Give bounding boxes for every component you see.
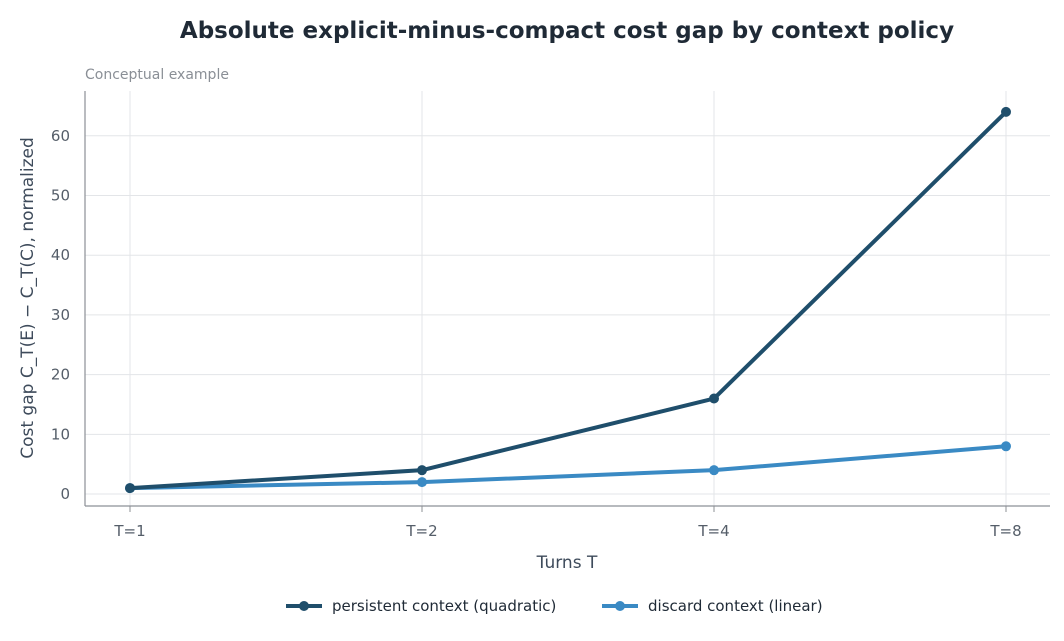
data-point	[125, 483, 135, 494]
data-point	[417, 477, 427, 488]
data-point	[709, 465, 719, 476]
x-tick-label: T=4	[697, 522, 729, 540]
y-tick-label: 0	[60, 485, 70, 503]
legend-swatch-marker	[299, 601, 309, 611]
tick-labels: 0 10 20 30 40 50 60 T=1 T=2 T=4 T=8	[51, 127, 1022, 540]
legend-label: discard context (linear)	[648, 597, 823, 615]
chart-subtitle: Conceptual example	[85, 67, 229, 83]
y-tick-label: 50	[51, 186, 70, 204]
y-tick-label: 10	[51, 425, 70, 443]
data-point	[709, 393, 719, 404]
series-line	[128, 444, 1008, 491]
legend-swatch-marker	[615, 601, 625, 611]
data-point	[417, 465, 427, 476]
y-tick-label: 20	[51, 366, 70, 384]
data-point	[1001, 106, 1011, 117]
x-axis-title: Turns T	[536, 553, 598, 573]
y-axis-title: Cost gap C_T(E) − C_T(C), normalized	[18, 137, 38, 459]
legend-item: discard context (linear)	[602, 597, 823, 615]
axes	[84, 91, 1050, 512]
x-tick-label: T=2	[405, 522, 437, 540]
chart-title: Absolute explicit-minus-compact cost gap…	[180, 18, 954, 44]
x-tick-label: T=8	[989, 522, 1021, 540]
series	[125, 106, 1011, 494]
grid	[85, 91, 1050, 506]
legend-item: persistent context (quadratic)	[286, 597, 556, 615]
y-tick-label: 60	[51, 127, 70, 145]
y-tick-label: 30	[51, 306, 70, 324]
y-tick-label: 40	[51, 246, 70, 264]
legend: persistent context (quadratic) discard co…	[286, 597, 823, 615]
series-line	[128, 109, 1008, 491]
data-point	[1001, 441, 1011, 452]
legend-label: persistent context (quadratic)	[332, 597, 556, 615]
x-tick-label: T=1	[113, 522, 145, 540]
